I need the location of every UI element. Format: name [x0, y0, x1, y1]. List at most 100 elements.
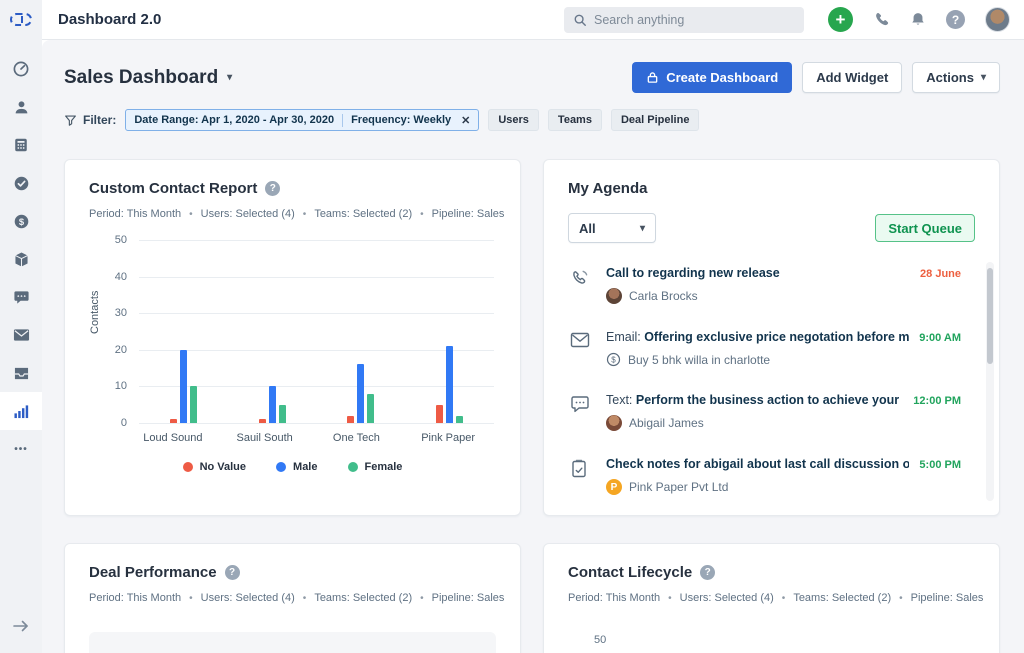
legend-item[interactable]: Female [347, 461, 402, 473]
contact-avatar [606, 415, 622, 431]
person-icon [15, 100, 27, 113]
y-tick-label: 40 [114, 270, 127, 283]
teams-filter-button[interactable]: Teams [547, 109, 602, 131]
bar [268, 386, 276, 423]
chevron-down-icon: ▾ [980, 72, 986, 83]
bar-group [139, 240, 228, 423]
sidebar-item-tasks[interactable] [0, 164, 42, 202]
start-queue-button[interactable]: Start Queue [875, 214, 975, 242]
widget-contact-lifecycle: Contact Lifecycle ? Period: This Month • … [543, 543, 1000, 653]
widget-title: Deal Performance [89, 564, 217, 581]
help-icon[interactable]: ? [700, 565, 716, 580]
user-avatar[interactable] [985, 7, 1010, 32]
agenda-item-time: 12:00 PM [913, 395, 961, 407]
sidebar-item-products[interactable] [0, 240, 42, 278]
bar [436, 404, 444, 423]
global-search[interactable] [564, 6, 804, 33]
users-filter-button[interactable]: Users [488, 109, 539, 131]
bar [357, 364, 365, 423]
help-icon[interactable]: ? [946, 10, 965, 29]
search-input[interactable] [594, 12, 795, 27]
bars-row [139, 240, 494, 423]
inbox-tray-icon [14, 367, 28, 379]
cube-icon [14, 252, 28, 266]
dollar-circle-icon: $ [14, 214, 28, 228]
y-axis-ticks: 0 10 20 30 40 50 [107, 234, 133, 429]
agenda-item-text[interactable]: Text: Perform the business action to ach… [568, 380, 975, 444]
contact-report-chart: Contacts 0 10 20 30 40 50 Loud Sound Sauil Sou… [89, 234, 496, 473]
widgets-grid: Custom Contact Report ? Period: This Mon… [42, 131, 1024, 653]
notifications-bell-icon[interactable] [910, 11, 926, 28]
sidebar-item-more[interactable]: ••• [0, 430, 42, 468]
remove-filter-icon[interactable]: ✕ [461, 114, 471, 127]
create-dashboard-button[interactable]: Create Dashboard [632, 62, 793, 93]
topbar: Dashboard 2.0 + ? [0, 0, 1024, 40]
bar-group [228, 240, 317, 423]
sidebar-item-email[interactable] [0, 316, 42, 354]
actions-button[interactable]: Actions ▾ [912, 62, 1000, 93]
bar [169, 419, 177, 423]
deal-performance-chart-area [89, 632, 496, 653]
mail-icon [13, 329, 29, 341]
filter-label: Filter: [64, 113, 116, 127]
agenda-item-email[interactable]: Email: Offering exclusive price negotati… [568, 317, 975, 380]
sidebar-nav: $ ••• [0, 40, 42, 653]
dashboard-selector[interactable]: Sales Dashboard ▾ [64, 67, 232, 89]
widget-title: My Agenda [568, 180, 648, 197]
y-tick-label: 50 [594, 634, 607, 646]
agenda-item-time: 28 June [920, 268, 961, 280]
sidebar-item-inbox[interactable] [0, 354, 42, 392]
sidebar-item-deals[interactable]: $ [0, 202, 42, 240]
email-icon [570, 330, 606, 367]
legend-label: Male [293, 461, 318, 473]
agenda-item-task[interactable]: Check notes for abigail about last call … [568, 444, 975, 508]
date-range-filter[interactable]: Date Range: Apr 1, 2020 - Apr 30, 2020 [134, 114, 335, 126]
add-widget-button[interactable]: Add Widget [802, 62, 903, 93]
agenda-item-call[interactable]: Call to regarding new release Carla Broc… [568, 253, 975, 317]
lock-icon [647, 72, 658, 83]
chat-bubble-icon [13, 290, 29, 304]
page-title: Sales Dashboard [64, 66, 219, 88]
bar-chart-icon [13, 404, 28, 418]
y-tick-label: 20 [114, 343, 127, 356]
bar [258, 419, 266, 423]
bar [446, 346, 454, 423]
help-icon[interactable]: ? [265, 181, 281, 196]
frequency-filter[interactable]: Frequency: Weekly [351, 114, 452, 126]
gridline [139, 313, 494, 315]
sidebar-item-conversations[interactable] [0, 278, 42, 316]
phone-icon[interactable] [873, 11, 890, 28]
sidebar-item-analytics[interactable] [0, 392, 42, 430]
deal-pipeline-filter-button[interactable]: Deal Pipeline [610, 109, 700, 131]
page-header: Sales Dashboard ▾ Create Dashboard Add W… [42, 40, 1024, 93]
legend-dot-icon [347, 462, 358, 472]
active-filters-chip[interactable]: Date Range: Apr 1, 2020 - Apr 30, 2020 F… [125, 109, 480, 131]
sidebar-item-accounts[interactable] [0, 126, 42, 164]
svg-text:$: $ [611, 356, 616, 365]
arrow-right-icon [13, 620, 28, 632]
calculator-icon [15, 138, 27, 152]
agenda-type-select[interactable]: All ▾ [568, 213, 656, 243]
scrollbar-thumb[interactable] [987, 268, 993, 364]
agenda-item-time: 9:00 AM [919, 332, 961, 344]
legend-item[interactable]: Male [276, 461, 318, 473]
x-axis-labels: Loud Sound Sauil South One Tech Pink Paper [127, 432, 494, 444]
agenda-scrollbar[interactable] [986, 262, 994, 501]
help-icon[interactable]: ? [224, 565, 240, 580]
sidebar-expand-button[interactable] [0, 607, 42, 645]
sidebar-item-dashboard[interactable] [0, 50, 42, 88]
topbar-icons: + ? [828, 7, 1024, 32]
quick-add-button[interactable]: + [828, 7, 853, 32]
gridline [139, 386, 494, 388]
bar [367, 393, 375, 423]
legend-item[interactable]: No Value [182, 461, 246, 473]
app-logo[interactable] [0, 0, 42, 40]
widget-my-agenda: My Agenda All ▾ Start Queue [543, 159, 1000, 516]
bar [347, 415, 355, 423]
bar-group [317, 240, 406, 423]
chart-plot-area [139, 240, 494, 424]
deal-dollar-icon: $ [606, 352, 621, 367]
sidebar-item-contacts[interactable] [0, 88, 42, 126]
y-axis-label: Contacts [89, 289, 101, 334]
